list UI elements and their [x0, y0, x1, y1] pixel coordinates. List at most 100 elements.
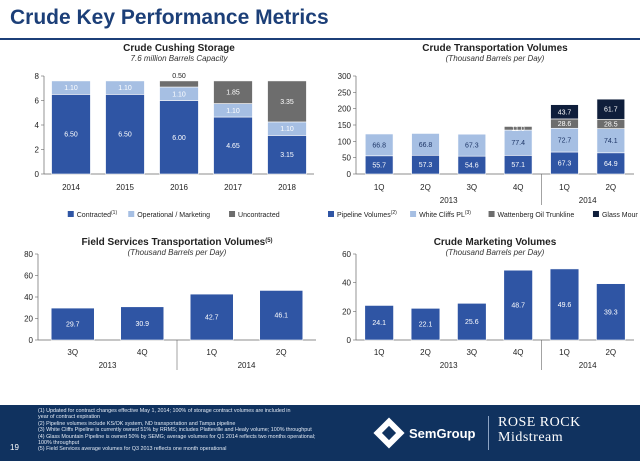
- legend-label: Uncontracted: [238, 212, 280, 219]
- legend-text: Glass Mountain PL: [602, 212, 638, 219]
- bar-segment: [50, 307, 95, 341]
- data-label: 6.00: [172, 135, 186, 142]
- y-tick-label: 2: [35, 146, 40, 155]
- bar-segment: [364, 305, 394, 341]
- y-tick-label: 50: [342, 154, 351, 163]
- bar-segment: [159, 100, 199, 175]
- data-label: 1.10: [172, 91, 186, 98]
- chart-subtitle: (Thousand Barrels per Day): [446, 248, 545, 257]
- legend-swatch: [328, 211, 334, 217]
- x-tick-label: 2Q: [276, 348, 287, 357]
- x-tick-label: 4Q: [137, 348, 148, 357]
- data-label: 4.65: [226, 143, 240, 150]
- data-label: 22.1: [419, 322, 433, 329]
- bar-segment: [51, 80, 91, 95]
- transport-svg: Crude Transportation Volumes(Thousand Ba…: [328, 43, 638, 219]
- bar-segment: [189, 293, 234, 341]
- semgroup-mark-icon: [373, 417, 405, 449]
- data-label: 39.3: [604, 309, 618, 316]
- x-tick-label: 2018: [278, 183, 296, 192]
- field-services-chart: Field Services Transportation Volumes(5)…: [8, 234, 320, 384]
- y-tick-label: 0: [347, 170, 352, 179]
- bar-segment: [549, 268, 580, 341]
- data-label: 29.7: [66, 322, 80, 329]
- data-label: 74.1: [604, 138, 618, 145]
- data-label: 28.5: [604, 121, 618, 128]
- bar-segment: [259, 290, 304, 341]
- legend-sup: (3): [465, 210, 471, 216]
- x-tick-label: 2Q: [420, 348, 431, 357]
- bar-segment: [503, 129, 533, 156]
- group-label: 2013: [99, 361, 117, 370]
- legend-swatch: [229, 211, 236, 217]
- footnotes: (1) Updated for contract changes effecti…: [38, 408, 368, 453]
- data-label: 55.7: [372, 162, 386, 169]
- data-label: 6.50: [118, 132, 132, 139]
- bar-segment: [411, 133, 440, 156]
- data-label: 1.10: [280, 126, 294, 133]
- field-svg: Field Services Transportation Volumes(5)…: [24, 237, 316, 370]
- marketing-chart: Crude Marketing Volumes (Thousand Barrels…: [326, 234, 638, 384]
- footnote-line: (5) Field Services average volumes for Q…: [38, 446, 227, 453]
- data-label: 1.10: [226, 108, 240, 115]
- page-title: Crude Key Performance Metrics: [10, 6, 329, 29]
- data-label: 3.15: [280, 152, 294, 159]
- semgroup-logo: SemGroup: [373, 417, 475, 449]
- legend-swatch: [592, 211, 599, 217]
- rose-rock-line2: Midstream: [498, 430, 564, 445]
- y-tick-label: 100: [338, 137, 352, 146]
- x-tick-label: 4Q: [513, 348, 524, 357]
- y-tick-label: 200: [338, 105, 352, 114]
- data-label: 66.8: [419, 142, 433, 149]
- x-tick-label: 1Q: [374, 183, 385, 192]
- bar-segment: [503, 269, 533, 341]
- y-tick-label: 8: [35, 72, 40, 81]
- x-tick-label: 3Q: [466, 183, 477, 192]
- y-tick-label: 40: [342, 279, 351, 288]
- bar-segment: [105, 80, 145, 95]
- x-tick-label: 2016: [170, 183, 188, 192]
- bar-segment: [503, 126, 533, 131]
- legend-text: Wattenberg Oil Trunkline: [498, 212, 575, 219]
- bar-segment: [267, 135, 307, 175]
- footer-bar: [0, 405, 640, 461]
- y-tick-label: 20: [24, 315, 33, 324]
- bar-segment: [213, 80, 253, 104]
- data-label: 25.6: [465, 319, 479, 326]
- x-tick-label: 2015: [116, 183, 134, 192]
- data-label: 57.1: [511, 162, 525, 169]
- legend-label: Pipeline Volumes(2): [337, 210, 397, 219]
- legend-text: White Cliffs PL: [419, 212, 465, 219]
- y-tick-label: 60: [24, 272, 33, 281]
- legend-text: Operational / Marketing: [137, 212, 210, 219]
- data-label: 66.8: [372, 142, 386, 149]
- bar-segment: [457, 133, 487, 157]
- data-label: 54.6: [465, 163, 479, 170]
- x-tick-label: 1Q: [559, 348, 570, 357]
- y-tick-label: 20: [342, 307, 351, 316]
- footnote-line: (2) Pipeline volumes include KS/OK syste…: [38, 420, 236, 427]
- chart-title-sup: (5): [265, 238, 272, 244]
- legend-swatch: [488, 211, 495, 217]
- data-label: 28.6: [558, 121, 572, 128]
- y-tick-label: 60: [342, 250, 351, 259]
- transport-chart: Crude Transportation Volumes (Thousand Ba…: [326, 40, 638, 225]
- x-tick-label: 3Q: [466, 348, 477, 357]
- x-tick-label: 2Q: [605, 348, 616, 357]
- bar-segment: [596, 98, 626, 120]
- footnote-line: year of contract expiration: [38, 414, 101, 421]
- rose-rock-logo: ROSE ROCK Midstream: [498, 415, 628, 445]
- x-tick-label: 1Q: [559, 183, 570, 192]
- bar-segment: [550, 104, 579, 120]
- x-tick-label: 2014: [62, 183, 80, 192]
- y-tick-label: 0: [35, 170, 40, 179]
- data-label: 48.7: [511, 303, 525, 310]
- legend-text: Pipeline Volumes: [337, 212, 391, 219]
- y-tick-label: 0: [29, 336, 34, 345]
- legend-text: Uncontracted: [238, 212, 280, 219]
- legend-swatch: [410, 211, 417, 217]
- footnote-line: (3) White Cliffs Pipeline is currently o…: [38, 427, 312, 434]
- footnote-line: (1) Updated for contract changes effecti…: [38, 408, 291, 414]
- chart-title: Field Services Transportation Volumes(5): [81, 237, 272, 248]
